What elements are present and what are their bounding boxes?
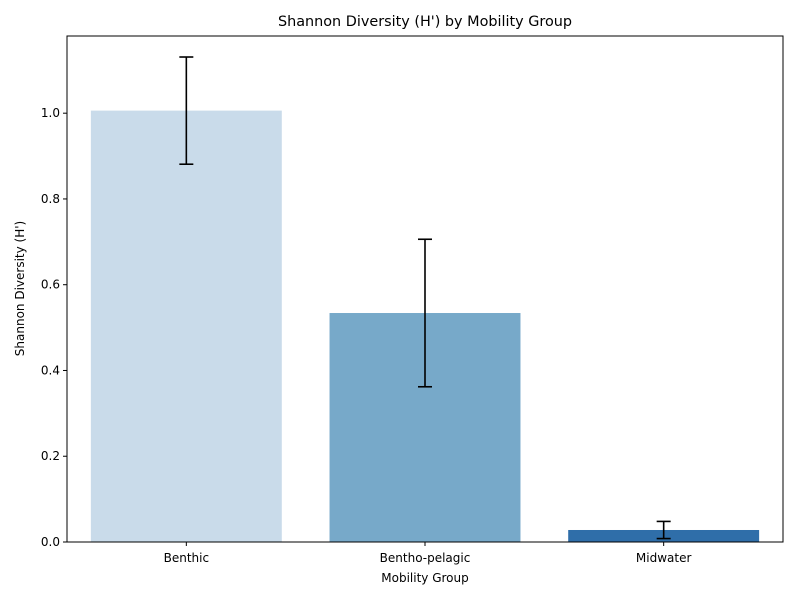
y-tick-label: 0.2	[41, 449, 60, 463]
bar-benthic	[90, 110, 282, 542]
y-tick-label: 0.4	[41, 363, 60, 377]
x-tick-label: Benthic	[164, 551, 209, 565]
y-tick-label: 0.8	[41, 192, 60, 206]
plot-area: 0.0 0.2 0.4 0.6 0.8 1.0 Benthic Bentho-pelagic M…	[41, 35, 784, 565]
y-axis-label: Shannon Diversity (H')	[13, 221, 27, 356]
chart-title: Shannon Diversity (H') by Mobility Group	[278, 14, 572, 30]
x-tick-label: Bentho-pelagic	[380, 551, 471, 565]
x-axis-label: Mobility Group	[381, 571, 468, 585]
y-tick-label: 0.0	[41, 535, 60, 549]
x-tick-label: Midwater	[636, 551, 692, 565]
y-tick-label: 0.6	[41, 278, 60, 292]
y-tick-label: 1.0	[41, 106, 60, 120]
